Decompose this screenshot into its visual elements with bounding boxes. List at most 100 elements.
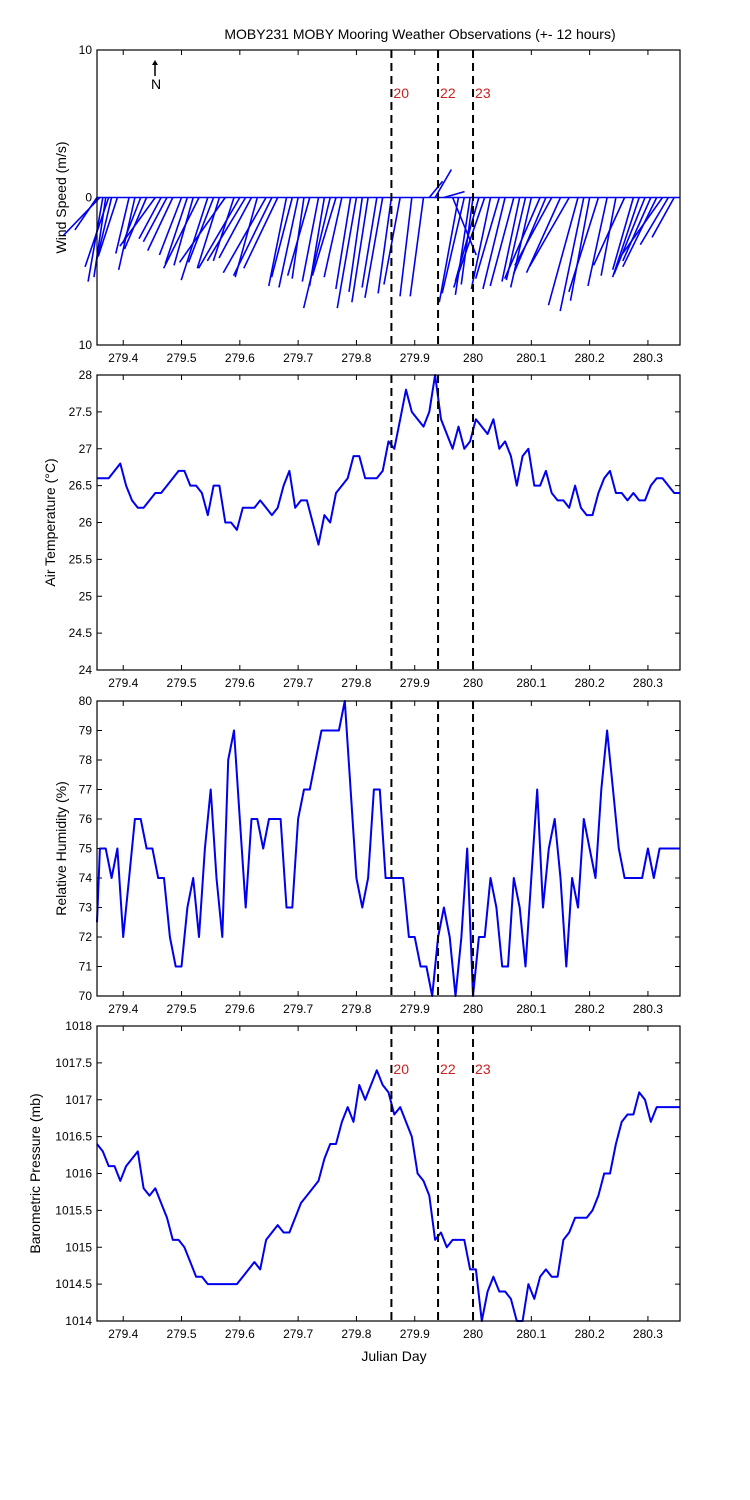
wind-vector [489, 197, 515, 287]
x-tick-label: 279.6 [225, 1002, 255, 1016]
x-axis-label: Julian Day [361, 1348, 426, 1364]
y-tick-label: 1014.5 [55, 1277, 92, 1291]
y-tick-label: 26 [79, 516, 93, 530]
event-marker-label: 20 [393, 1061, 409, 1077]
wind-vector [178, 197, 226, 263]
axes-frame [96, 374, 681, 671]
wind-vector [512, 197, 547, 275]
x-tick-label: 280.2 [575, 1002, 605, 1016]
series-line [96, 700, 680, 997]
y-tick-label: 76 [79, 812, 93, 826]
x-tick-label: 279.7 [283, 676, 313, 690]
wind-vector [197, 197, 241, 269]
wind-vector [482, 197, 506, 290]
x-tick-label: 279.4 [108, 1002, 138, 1016]
wind-vector [470, 197, 492, 290]
wind-vector [196, 197, 221, 269]
wind-vector [123, 197, 148, 250]
wind-vector [528, 197, 570, 268]
y-tick-label: 25 [79, 589, 93, 603]
y-axis-label: Relative Humidity (%) [53, 781, 69, 916]
north-arrow-icon [152, 60, 158, 65]
wind-vector [559, 197, 585, 312]
y-tick-label: 26.5 [69, 479, 93, 493]
y-tick-label: 24.5 [69, 626, 93, 640]
wind-vector [361, 197, 378, 288]
y-tick-label: 1016 [65, 1167, 92, 1181]
x-tick-label: 279.5 [167, 1327, 197, 1341]
wind-vector [622, 197, 664, 255]
wind-vector [443, 190, 465, 199]
north-label: N [151, 76, 161, 92]
wind-vector [301, 197, 320, 282]
x-tick-label: 280.3 [633, 1327, 663, 1341]
x-tick-label: 280.3 [633, 351, 663, 365]
plot-area [97, 701, 680, 996]
wind-vector [146, 197, 174, 251]
x-tick-label: 279.8 [341, 351, 371, 365]
wind-vector [587, 197, 608, 287]
wind-vector [503, 197, 541, 279]
y-tick-label: 1015.5 [55, 1203, 92, 1217]
wind-vector [278, 197, 299, 288]
panel-3: 80 79 78 77 76 75 74 73 72 71 70 279.4 279.5 279.6 279… [53, 694, 681, 1016]
wind-vector [115, 197, 130, 254]
y-tick-label: 71 [79, 960, 93, 974]
wind-vector [613, 197, 646, 275]
y-tick-label: 1014 [65, 1314, 92, 1328]
x-tick-label: 279.6 [225, 676, 255, 690]
x-tick-label: 279.5 [167, 1002, 197, 1016]
event-marker-label: 22 [440, 85, 456, 101]
x-tick-label: 280.3 [633, 676, 663, 690]
wind-vector [377, 197, 393, 294]
x-tick-label: 280.3 [633, 1002, 663, 1016]
wind-vector [335, 197, 352, 290]
wind-vector [162, 197, 200, 269]
wind-vector [311, 197, 337, 276]
y-tick-label: 79 [79, 724, 93, 738]
series-line [97, 374, 680, 546]
x-tick-label: 279.9 [400, 1327, 430, 1341]
wind-vector [119, 197, 156, 247]
wind-vector [286, 197, 311, 276]
x-tick-label: 280 [463, 351, 483, 365]
x-tick-label: 280.1 [516, 676, 546, 690]
wind-vector [87, 197, 104, 282]
wind-vector [351, 197, 369, 303]
y-tick-label: 70 [79, 989, 93, 1003]
x-tick-label: 279.7 [283, 351, 313, 365]
plot-area [97, 375, 680, 670]
y-tick-label: 27 [79, 442, 93, 456]
wind-vector [218, 197, 253, 259]
wind-vector [454, 197, 480, 282]
wind-vector [336, 197, 358, 309]
wind-vector [122, 197, 142, 244]
panel-4: 1018 1017.5 1017 1016.5 1016 1015.5 1015 1014.5… [27, 1019, 681, 1341]
wind-vector [206, 197, 247, 262]
x-tick-label: 280 [463, 676, 483, 690]
x-tick-label: 280.1 [516, 1002, 546, 1016]
x-tick-label: 280.2 [575, 676, 605, 690]
wind-vector [600, 197, 617, 276]
y-tick-label: 77 [79, 783, 93, 797]
wind-vector [383, 197, 401, 285]
wind-vector [142, 197, 168, 243]
x-tick-label: 279.8 [341, 1327, 371, 1341]
x-tick-label: 280.2 [575, 351, 605, 365]
wind-vector [222, 197, 267, 274]
wind-vector [270, 197, 294, 278]
wind-vector [243, 197, 279, 269]
y-axis-label: Air Temperature (°C) [42, 458, 58, 586]
y-tick-label: 10 [79, 43, 93, 57]
x-tick-label: 280.2 [575, 1327, 605, 1341]
plot-area [97, 1026, 680, 1321]
wind-vector [409, 197, 425, 297]
y-tick-label: 72 [79, 930, 93, 944]
y-tick-label: 74 [79, 871, 93, 885]
panel-1: 10 0 10 279.4 279.5 279.6 279.7 279.8 279.9 280 28… [53, 43, 681, 365]
y-tick-label: 25.5 [69, 552, 93, 566]
wind-vector [232, 197, 273, 277]
y-tick-label: 80 [79, 694, 93, 708]
wind-vector [428, 180, 444, 199]
wind-vector [74, 197, 98, 231]
